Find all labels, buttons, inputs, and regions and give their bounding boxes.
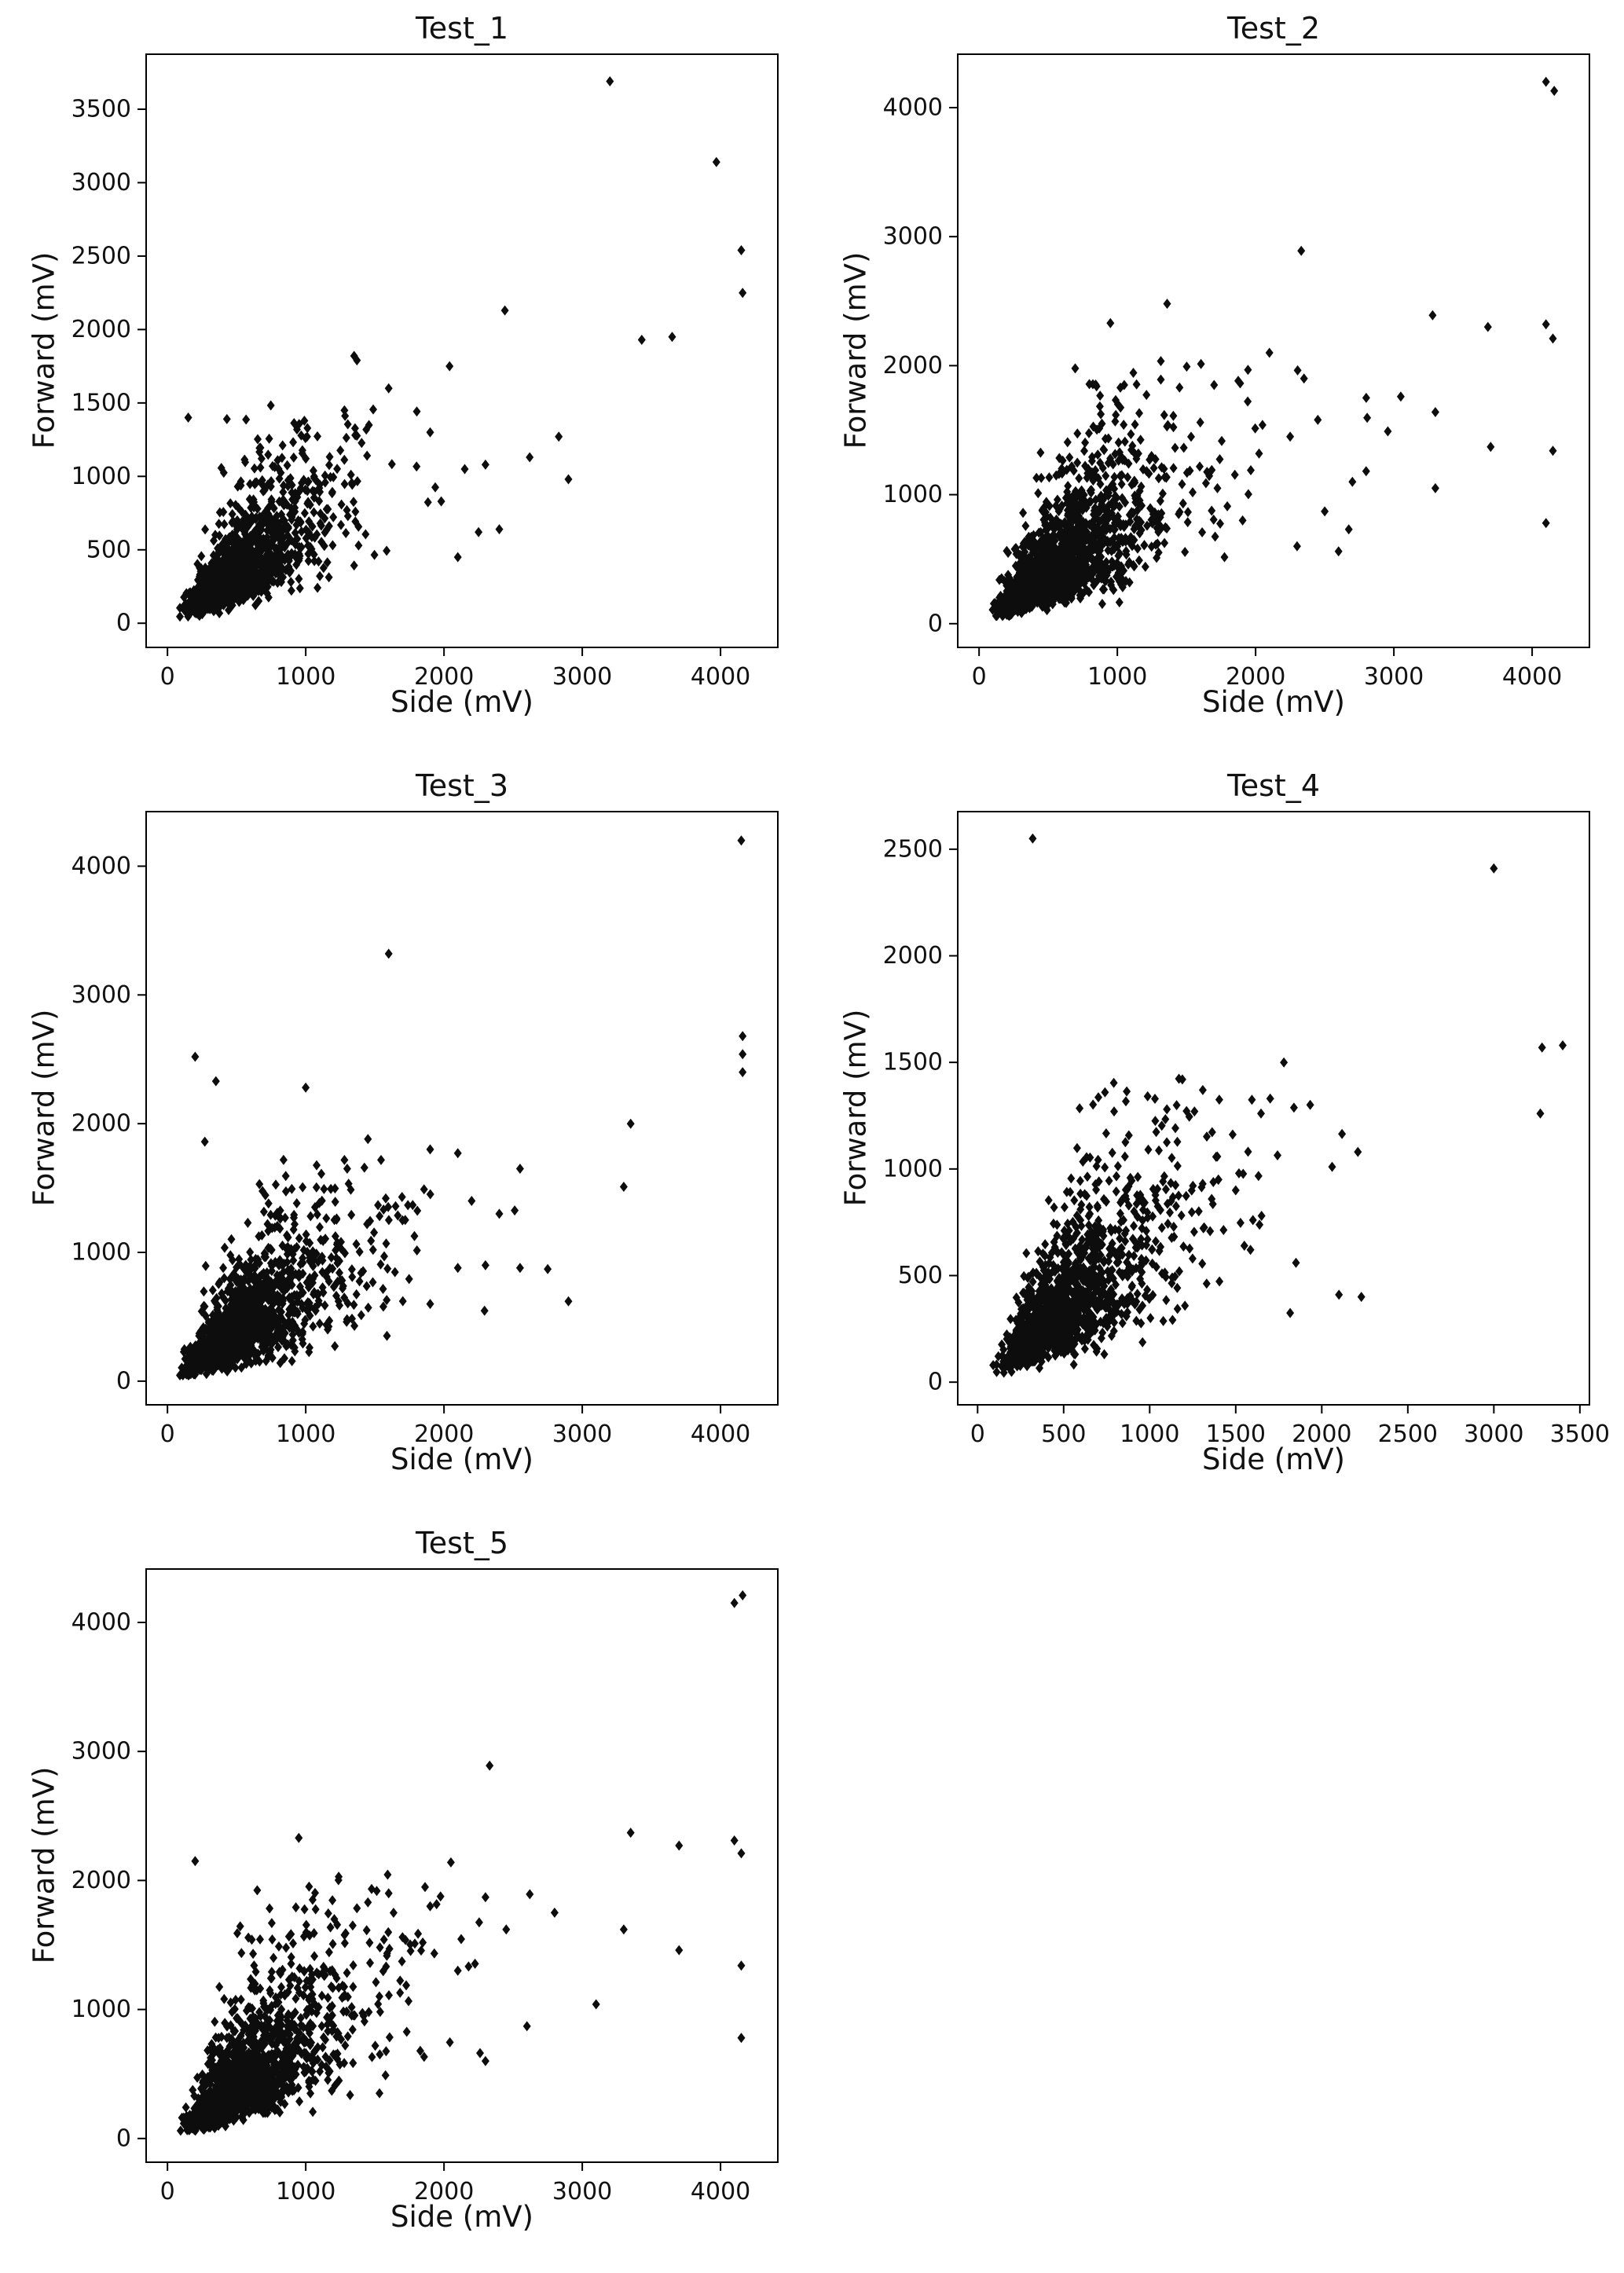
- y-tick-label: 2000: [883, 942, 943, 970]
- axes-box: [145, 811, 779, 1406]
- chart-title: Test_4: [1226, 768, 1320, 803]
- x-tick-label: 2000: [414, 663, 474, 691]
- y-axis-label: Forward (mV): [27, 251, 61, 449]
- y-tick-label: 0: [928, 1369, 943, 1396]
- chart-title: Test_1: [415, 11, 508, 46]
- y-tick-label: 1000: [883, 1155, 943, 1182]
- chart-test-2: Test_2 Forward (mV) 0 1000 2000 3000 4000 0 10…: [812, 0, 1624, 757]
- x-tick-label: 3000: [552, 663, 612, 691]
- y-tick-label: 2000: [71, 1867, 131, 1894]
- scatter-points: [988, 76, 1559, 621]
- x-tick-label: 0: [970, 1421, 985, 1448]
- axes-box: [957, 53, 1590, 648]
- x-tick-label: 0: [160, 2178, 175, 2205]
- y-tick-label: 1000: [71, 1996, 131, 2023]
- y-tick-label: 4000: [71, 1608, 131, 1636]
- x-axis-label: Side (mV): [1201, 1443, 1345, 1476]
- y-tick-label: 2500: [883, 835, 943, 863]
- x-tick-label: 4000: [691, 1421, 750, 1448]
- chart-test-5: Test_5 Forward (mV) 0 1000 2000 3000 4000 0 10…: [0, 1515, 812, 2273]
- x-axis-label: Side (mV): [390, 2200, 533, 2234]
- x-tick-label: 3000: [1364, 663, 1424, 691]
- chart-title: Test_3: [415, 768, 508, 803]
- y-tick-label: 3000: [71, 1738, 131, 1765]
- x-tick-label: 1000: [276, 663, 335, 691]
- axes-box: [145, 1568, 779, 2163]
- y-axis-label: Forward (mV): [27, 1766, 61, 1964]
- x-tick-label: 4000: [1502, 663, 1562, 691]
- scatter-points: [989, 833, 1567, 1378]
- x-tick-label: 0: [160, 663, 175, 691]
- chart-test-3: Test_3 Forward (mV) 0 1000 2000 3000 4000 0 10…: [0, 757, 812, 1515]
- y-tick-label: 4000: [71, 852, 131, 880]
- axes-box: [145, 53, 779, 648]
- chart-test-1: Test_1 Forward (mV) 0 1000 2000 3000 4000 0 50…: [0, 0, 812, 757]
- chart-test-4: Test_4 Forward (mV) 0 500 1000 1500 2000 2500…: [812, 757, 1624, 1515]
- x-tick-label: 3000: [552, 1421, 612, 1448]
- scatter-plot: 0 1000 2000 3000 4000 0 1000 2000 3000 4000: [883, 53, 1590, 691]
- y-tick-label: 1000: [71, 463, 131, 490]
- x-tick-label: 1500: [1206, 1421, 1266, 1448]
- y-tick-label: 0: [116, 2125, 131, 2152]
- y-tick-label: 2000: [71, 316, 131, 343]
- axes-box: [957, 811, 1590, 1406]
- scatter-plot: 0 1000 2000 3000 4000 0 1000 2000 3000 4000: [71, 1568, 779, 2205]
- y-tick-label: 2000: [883, 352, 943, 379]
- scatter-points: [176, 1590, 747, 2136]
- x-tick-label: 3500: [1550, 1421, 1610, 1448]
- x-tick-label: 2000: [1226, 663, 1285, 691]
- x-tick-label: 1000: [1087, 663, 1147, 691]
- x-tick-label: 2000: [414, 1421, 474, 1448]
- y-tick-label: 500: [86, 536, 131, 563]
- y-tick-label: 3000: [71, 981, 131, 1009]
- empty-cell: [812, 1515, 1624, 2273]
- y-tick-label: 0: [116, 1367, 131, 1395]
- y-tick-label: 1000: [71, 1239, 131, 1267]
- x-tick-label: 2000: [414, 2178, 474, 2205]
- chart-title: Test_2: [1226, 11, 1320, 46]
- y-tick-label: 3500: [71, 96, 131, 123]
- x-tick-label: 1000: [276, 1421, 335, 1448]
- y-tick-label: 3000: [883, 223, 943, 251]
- x-tick-label: 4000: [691, 2178, 750, 2205]
- y-tick-label: 500: [898, 1262, 943, 1289]
- y-axis-label: Forward (mV): [838, 251, 873, 449]
- scatter-plot: 0 1000 2000 3000 4000 0 1000 2000 3000 4000: [71, 811, 779, 1448]
- x-tick-label: 2500: [1378, 1421, 1438, 1448]
- chart-title: Test_5: [415, 1526, 508, 1560]
- y-axis-label: Forward (mV): [27, 1009, 61, 1207]
- x-tick-label: 3000: [1464, 1421, 1523, 1448]
- y-tick-label: 0: [116, 610, 131, 637]
- y-tick-label: 1500: [71, 389, 131, 416]
- y-tick-label: 1000: [883, 481, 943, 508]
- x-tick-label: 1000: [1120, 1421, 1179, 1448]
- x-axis-label: Side (mV): [1201, 685, 1345, 719]
- y-tick-label: 2500: [71, 242, 131, 269]
- scatter-points: [176, 76, 747, 622]
- y-tick-label: 4000: [883, 93, 943, 121]
- scatter-plot: 0 1000 2000 3000 4000 0 500 1000 1500 2000 2500 300…: [71, 53, 779, 691]
- y-tick-label: 0: [928, 610, 943, 637]
- x-tick-label: 0: [972, 663, 987, 691]
- scatter-plot: 0 500 1000 1500 2000 2500 3000 3500 0 500 1000 1500…: [883, 811, 1610, 1448]
- y-tick-label: 3000: [71, 169, 131, 196]
- x-tick-label: 4000: [691, 663, 750, 691]
- y-tick-label: 1500: [883, 1049, 943, 1076]
- x-tick-label: 0: [160, 1421, 175, 1448]
- scatter-points: [176, 835, 747, 1380]
- x-tick-label: 3000: [552, 2178, 612, 2205]
- x-axis-label: Side (mV): [390, 1443, 533, 1476]
- x-tick-label: 2000: [1292, 1421, 1351, 1448]
- x-tick-label: 1000: [276, 2178, 335, 2205]
- y-axis-label: Forward (mV): [838, 1009, 873, 1207]
- y-tick-label: 2000: [71, 1110, 131, 1138]
- x-axis-label: Side (mV): [390, 685, 533, 719]
- x-tick-label: 500: [1041, 1421, 1086, 1448]
